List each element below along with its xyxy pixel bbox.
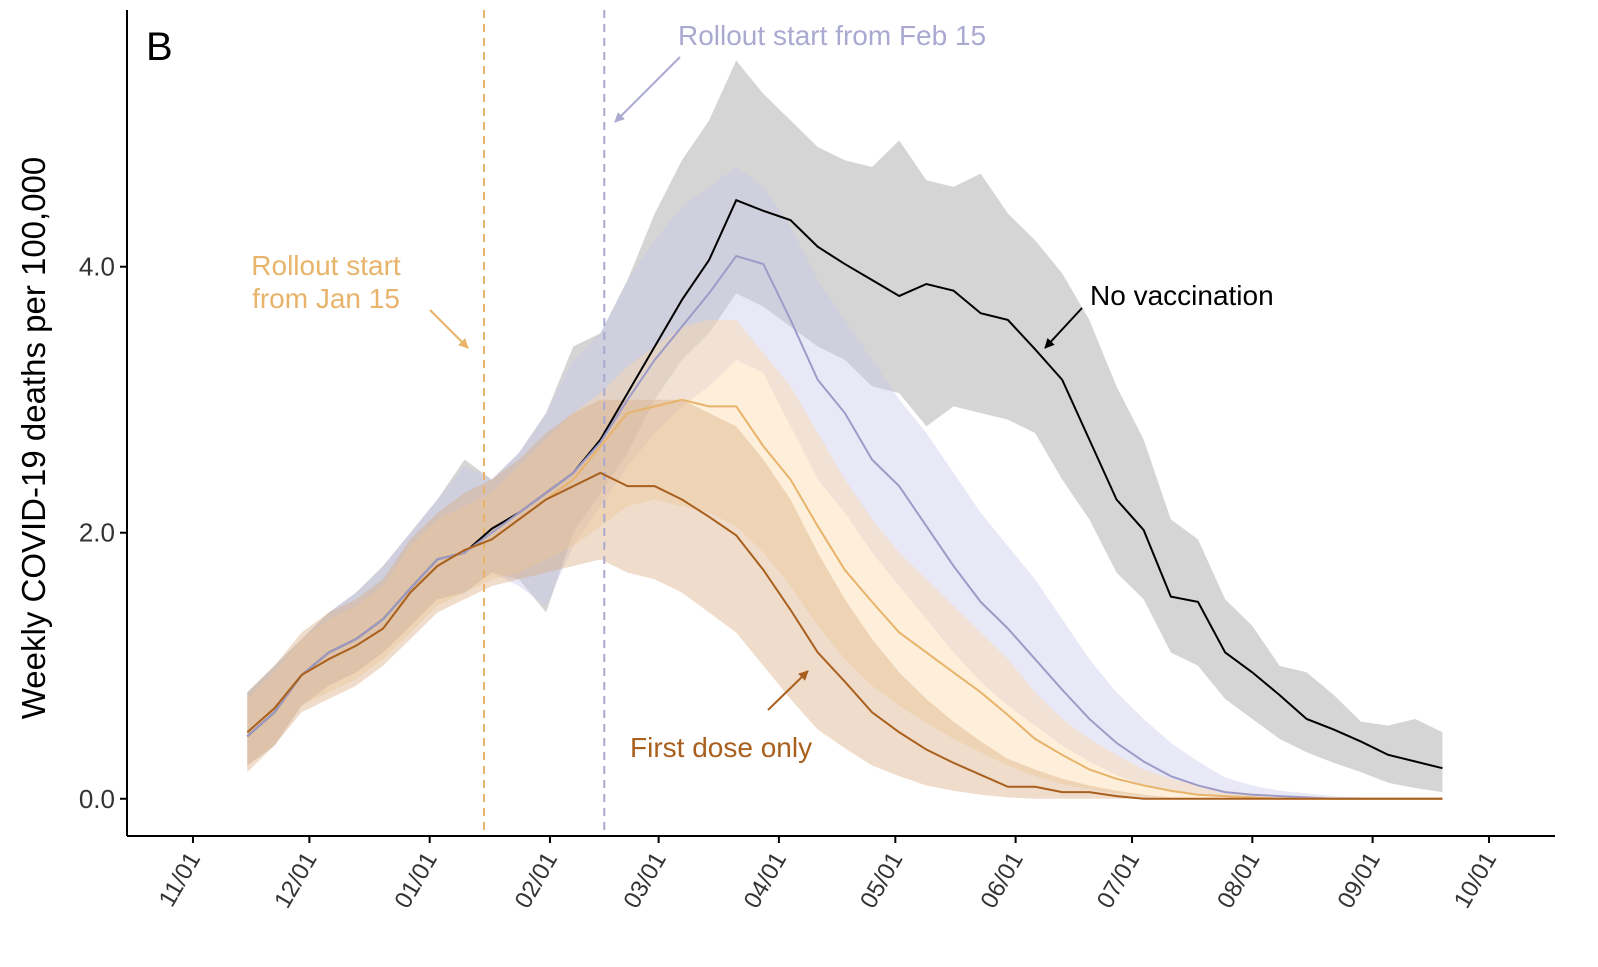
x-tick-label: 02/01 bbox=[510, 848, 563, 914]
arrow-jan15 bbox=[429, 309, 469, 349]
x-tick-label: 01/01 bbox=[389, 848, 442, 914]
arrow-no-vaccination bbox=[1044, 307, 1083, 349]
x-tick-label: 09/01 bbox=[1332, 848, 1385, 914]
x-tick-label: 03/01 bbox=[618, 848, 671, 914]
line-rollout-start-from-feb-15 bbox=[246, 254, 1443, 800]
annotation-jan15-line2: from Jan 15 bbox=[252, 283, 400, 314]
x-tick-label: 07/01 bbox=[1092, 848, 1145, 914]
rollout-lines bbox=[483, 10, 606, 836]
arrow-feb15 bbox=[614, 56, 681, 123]
y-tick-label: 2.0 bbox=[79, 518, 115, 548]
confidence-bands bbox=[247, 60, 1443, 799]
band-no-vaccination bbox=[247, 60, 1443, 793]
x-tick-label: 04/01 bbox=[739, 848, 792, 914]
x-tick-label: 05/01 bbox=[855, 848, 908, 914]
series-lines bbox=[246, 198, 1443, 800]
x-tick-label: 06/01 bbox=[975, 848, 1028, 914]
x-tick-label: 08/01 bbox=[1212, 848, 1265, 914]
x-tick-label: 11/01 bbox=[154, 848, 207, 912]
annotation-no-vaccination: No vaccination bbox=[1090, 280, 1274, 311]
x-tick-label: 10/01 bbox=[1449, 848, 1502, 914]
panel-label: B bbox=[146, 25, 173, 69]
annotation-first-dose: First dose only bbox=[630, 732, 812, 763]
line-first-dose-only bbox=[246, 471, 1443, 800]
y-axis-label: Weekly COVID-19 deaths per 100,000 bbox=[15, 157, 52, 720]
arrow-first-dose bbox=[767, 670, 809, 711]
band-rollout-start-from-jan-15 bbox=[247, 319, 1443, 799]
band-rollout-start-from-feb-15 bbox=[247, 166, 1443, 799]
annotation-jan15-line1: Rollout start bbox=[251, 250, 401, 281]
y-tick-label: 4.0 bbox=[79, 252, 115, 282]
y-tick-label: 0.0 bbox=[79, 784, 115, 814]
annotation-feb15: Rollout start from Feb 15 bbox=[678, 20, 986, 51]
x-tick-label: 12/01 bbox=[269, 848, 322, 914]
